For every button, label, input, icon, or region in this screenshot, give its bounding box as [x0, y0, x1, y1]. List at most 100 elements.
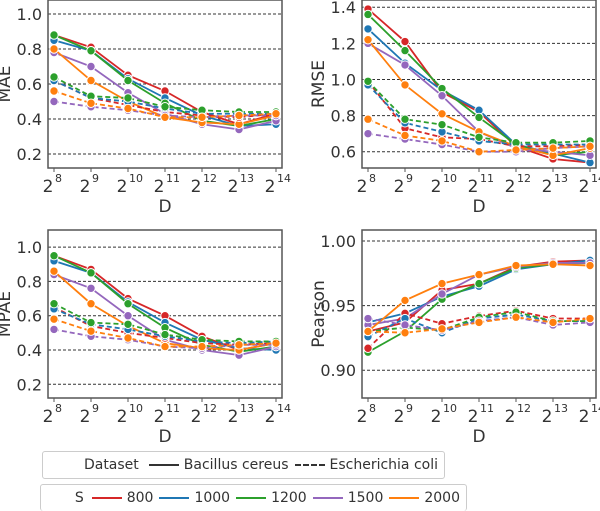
x-tick-exponent: 10 [443, 402, 457, 415]
data-point [49, 86, 59, 96]
data-point [123, 319, 133, 329]
series-1200-ecoli [49, 72, 281, 117]
x-tick-exponent: 11 [480, 402, 494, 415]
legend-label: 1000 [194, 490, 231, 506]
x-tick-label: 2 [43, 177, 54, 197]
data-point [437, 136, 447, 146]
data-point [123, 311, 133, 321]
y-tick-label: 0.6 [17, 75, 42, 94]
series-2000-bacillus [363, 259, 595, 337]
x-tick-label: 2 [468, 407, 479, 427]
legend-dataset-title: Dataset [83, 457, 139, 473]
x-tick-exponent: 9 [92, 402, 99, 415]
x-tick-label: 2 [80, 407, 91, 427]
series-2000-ecoli [49, 86, 281, 122]
data-point [474, 317, 484, 328]
line-icon-2000 [389, 497, 420, 499]
line-icon-1000 [159, 497, 190, 499]
y-tick-label: 0.4 [17, 341, 42, 360]
legend-label: Bacillus cereus [183, 457, 289, 473]
line-icon-1200 [236, 497, 267, 499]
data-point [160, 102, 170, 112]
y-tick-label: 0.8 [331, 107, 356, 126]
x-tick-label: 2 [357, 177, 368, 197]
data-point [160, 112, 170, 122]
data-point [234, 110, 244, 121]
line-icon-1500 [312, 497, 343, 499]
data-point [437, 109, 447, 119]
data-point [363, 24, 373, 34]
data-point [197, 112, 207, 122]
y-tick-label: 0.2 [17, 145, 42, 164]
data-point [49, 30, 59, 40]
x-tick-exponent: 8 [55, 402, 62, 415]
data-point [474, 269, 484, 280]
data-point [49, 314, 59, 324]
x-tick-label: 2 [505, 177, 516, 197]
x-tick-exponent: 10 [443, 172, 457, 185]
y-tick-label: 1.0 [17, 5, 42, 24]
data-point [234, 340, 244, 350]
data-point [548, 317, 558, 328]
data-point [585, 313, 595, 324]
data-point [271, 338, 281, 348]
data-point [363, 35, 373, 45]
x-tick-label: 2 [542, 177, 553, 197]
x-tick-exponent: 13 [554, 172, 568, 185]
data-point [437, 289, 447, 299]
x-tick-label: 2 [505, 407, 516, 427]
dashed-line-icon [294, 464, 325, 466]
data-point [400, 320, 410, 330]
data-point [363, 9, 373, 20]
solid-line-icon [148, 464, 179, 466]
data-point [474, 112, 484, 123]
data-point [123, 75, 133, 86]
x-tick-exponent: 14 [591, 402, 600, 415]
x-tick-label: 2 [431, 177, 442, 197]
x-tick-label: 2 [468, 177, 479, 197]
data-point [160, 341, 170, 352]
x-axis-label: D [158, 427, 171, 447]
data-point [363, 313, 373, 324]
data-point [86, 268, 96, 278]
legend-item-ecoli: Escherichia coli [294, 457, 438, 473]
x-tick-exponent: 8 [369, 172, 376, 185]
data-point [511, 260, 521, 271]
x-tick-label: 2 [431, 407, 442, 427]
data-point [49, 266, 59, 276]
data-point [437, 278, 447, 289]
x-tick-exponent: 8 [369, 402, 376, 415]
data-point [160, 329, 170, 340]
x-tick-label: 2 [117, 177, 128, 197]
y-tick-label: 1.0 [331, 70, 356, 89]
x-axis-label: D [472, 197, 485, 217]
series-1200-ecoli [363, 76, 595, 148]
data-point [400, 130, 410, 141]
legend-s: S 800 1000 1200 1500 2000 [40, 484, 467, 511]
x-tick-exponent: 13 [240, 172, 254, 185]
x-tick-label: 2 [542, 407, 553, 427]
y-axis-label: Pearson [309, 280, 329, 348]
chart-grid: 0.20.40.60.81.02 8 2 9 2 10 2 11 2 12 2 13 2 14DMAE0.… [0, 0, 600, 447]
data-point [49, 44, 59, 54]
legend-item-s-1200: 1200 [236, 490, 307, 506]
x-tick-exponent: 11 [480, 172, 494, 185]
data-point [400, 36, 410, 47]
x-tick-label: 2 [357, 407, 368, 427]
x-axis-label: D [472, 427, 485, 447]
data-point [400, 328, 410, 338]
y-tick-label: 0.8 [17, 272, 42, 291]
series-2000-ecoli [363, 114, 595, 157]
y-tick-label: 0.6 [331, 143, 356, 162]
legend-label: 800 [126, 490, 154, 506]
line-icon-800 [91, 497, 122, 499]
data-point [400, 295, 410, 306]
y-axis-label: MPAE [0, 291, 15, 337]
x-tick-exponent: 11 [166, 402, 180, 415]
y-tick-label: 0.4 [17, 110, 42, 129]
data-point [400, 45, 410, 56]
y-tick-label: 1.00 [320, 232, 356, 251]
x-tick-label: 2 [394, 177, 405, 197]
data-point [363, 76, 373, 86]
